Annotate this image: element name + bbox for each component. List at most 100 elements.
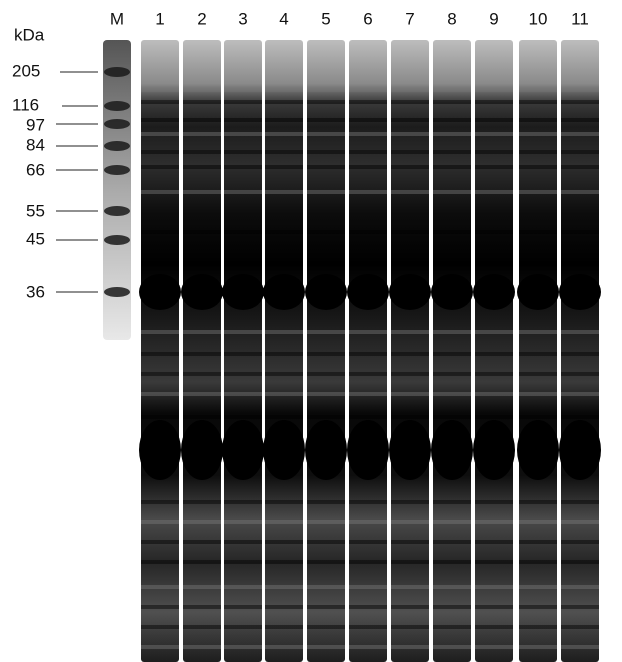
marker-band bbox=[104, 206, 130, 216]
gel-band bbox=[307, 132, 345, 136]
gel-band bbox=[224, 100, 262, 104]
gel-band bbox=[473, 420, 515, 480]
marker-lane bbox=[103, 40, 131, 340]
gel-band bbox=[561, 585, 599, 589]
gel-band bbox=[307, 415, 345, 419]
marker-label: 84 bbox=[26, 135, 45, 154]
gel-band bbox=[222, 274, 264, 310]
gel-band bbox=[349, 560, 387, 564]
gel-band bbox=[519, 625, 557, 629]
gel-band bbox=[349, 262, 387, 266]
gel-band bbox=[307, 230, 345, 234]
gel-band bbox=[561, 560, 599, 564]
gel-band bbox=[307, 520, 345, 524]
gel-band bbox=[349, 88, 387, 92]
gel-band bbox=[349, 500, 387, 504]
gel-band bbox=[519, 100, 557, 104]
gel-band bbox=[224, 165, 262, 169]
gel-band bbox=[307, 262, 345, 266]
gel-band bbox=[265, 392, 303, 396]
gel-band bbox=[181, 420, 223, 480]
gel-band bbox=[519, 230, 557, 234]
gel-band bbox=[307, 645, 345, 649]
gel-band bbox=[265, 352, 303, 356]
gel-band bbox=[475, 372, 513, 376]
gel-band bbox=[519, 415, 557, 419]
gel-lane bbox=[141, 40, 179, 662]
gel-band bbox=[141, 262, 179, 266]
gel-band bbox=[349, 118, 387, 122]
gel-band bbox=[305, 420, 347, 480]
gel-band bbox=[307, 585, 345, 589]
gel-band bbox=[224, 352, 262, 356]
gel-band bbox=[141, 605, 179, 609]
gel-band bbox=[433, 190, 471, 194]
lane-label: 3 bbox=[238, 9, 247, 28]
gel-band bbox=[475, 190, 513, 194]
gel-band bbox=[433, 352, 471, 356]
gel-band bbox=[183, 262, 221, 266]
gel-band bbox=[475, 625, 513, 629]
gel-band bbox=[517, 274, 559, 310]
gel-band bbox=[224, 132, 262, 136]
gel-band bbox=[391, 150, 429, 154]
gel-band bbox=[224, 585, 262, 589]
gel-band bbox=[391, 352, 429, 356]
gel-band bbox=[183, 165, 221, 169]
gel-band bbox=[561, 262, 599, 266]
gel-band bbox=[141, 352, 179, 356]
gel-band bbox=[433, 372, 471, 376]
gel-band bbox=[263, 274, 305, 310]
gel-band bbox=[391, 118, 429, 122]
gel-band bbox=[433, 330, 471, 334]
gel-band bbox=[391, 372, 429, 376]
gel-band bbox=[475, 415, 513, 419]
gel-band bbox=[561, 100, 599, 104]
gel-band bbox=[307, 560, 345, 564]
gel-band bbox=[224, 190, 262, 194]
gel-band bbox=[433, 88, 471, 92]
gel-band bbox=[349, 605, 387, 609]
gel-band bbox=[265, 645, 303, 649]
gel-band bbox=[183, 585, 221, 589]
gel-band bbox=[224, 392, 262, 396]
gel-band bbox=[141, 625, 179, 629]
gel-band bbox=[265, 372, 303, 376]
gel-band bbox=[307, 150, 345, 154]
gel-band bbox=[519, 190, 557, 194]
gel-band bbox=[519, 330, 557, 334]
gel-band bbox=[307, 392, 345, 396]
gel-band bbox=[561, 88, 599, 92]
gel-band bbox=[349, 100, 387, 104]
gel-band bbox=[475, 645, 513, 649]
gel-band bbox=[265, 625, 303, 629]
gel-band bbox=[433, 132, 471, 136]
gel-band bbox=[391, 392, 429, 396]
gel-band bbox=[475, 100, 513, 104]
gel-band bbox=[519, 520, 557, 524]
marker-band bbox=[104, 67, 130, 77]
gel-band bbox=[519, 560, 557, 564]
gel-lane bbox=[561, 40, 599, 662]
gel-band bbox=[141, 415, 179, 419]
gel-band bbox=[391, 230, 429, 234]
gel-band bbox=[265, 165, 303, 169]
lane-label: 7 bbox=[405, 9, 414, 28]
gel-band bbox=[183, 625, 221, 629]
gel-band bbox=[475, 560, 513, 564]
gel-band bbox=[265, 230, 303, 234]
gel-band bbox=[183, 392, 221, 396]
gel-band bbox=[433, 415, 471, 419]
gel-band bbox=[307, 352, 345, 356]
gel-band bbox=[183, 150, 221, 154]
gel-band bbox=[141, 100, 179, 104]
gel-band bbox=[141, 540, 179, 544]
gel-lane bbox=[183, 40, 221, 662]
gel-band bbox=[519, 150, 557, 154]
gel-band bbox=[431, 274, 473, 310]
gel-band bbox=[224, 625, 262, 629]
gel-band bbox=[519, 132, 557, 136]
gel-band bbox=[517, 420, 559, 480]
gel-band bbox=[475, 150, 513, 154]
gel-band bbox=[433, 150, 471, 154]
